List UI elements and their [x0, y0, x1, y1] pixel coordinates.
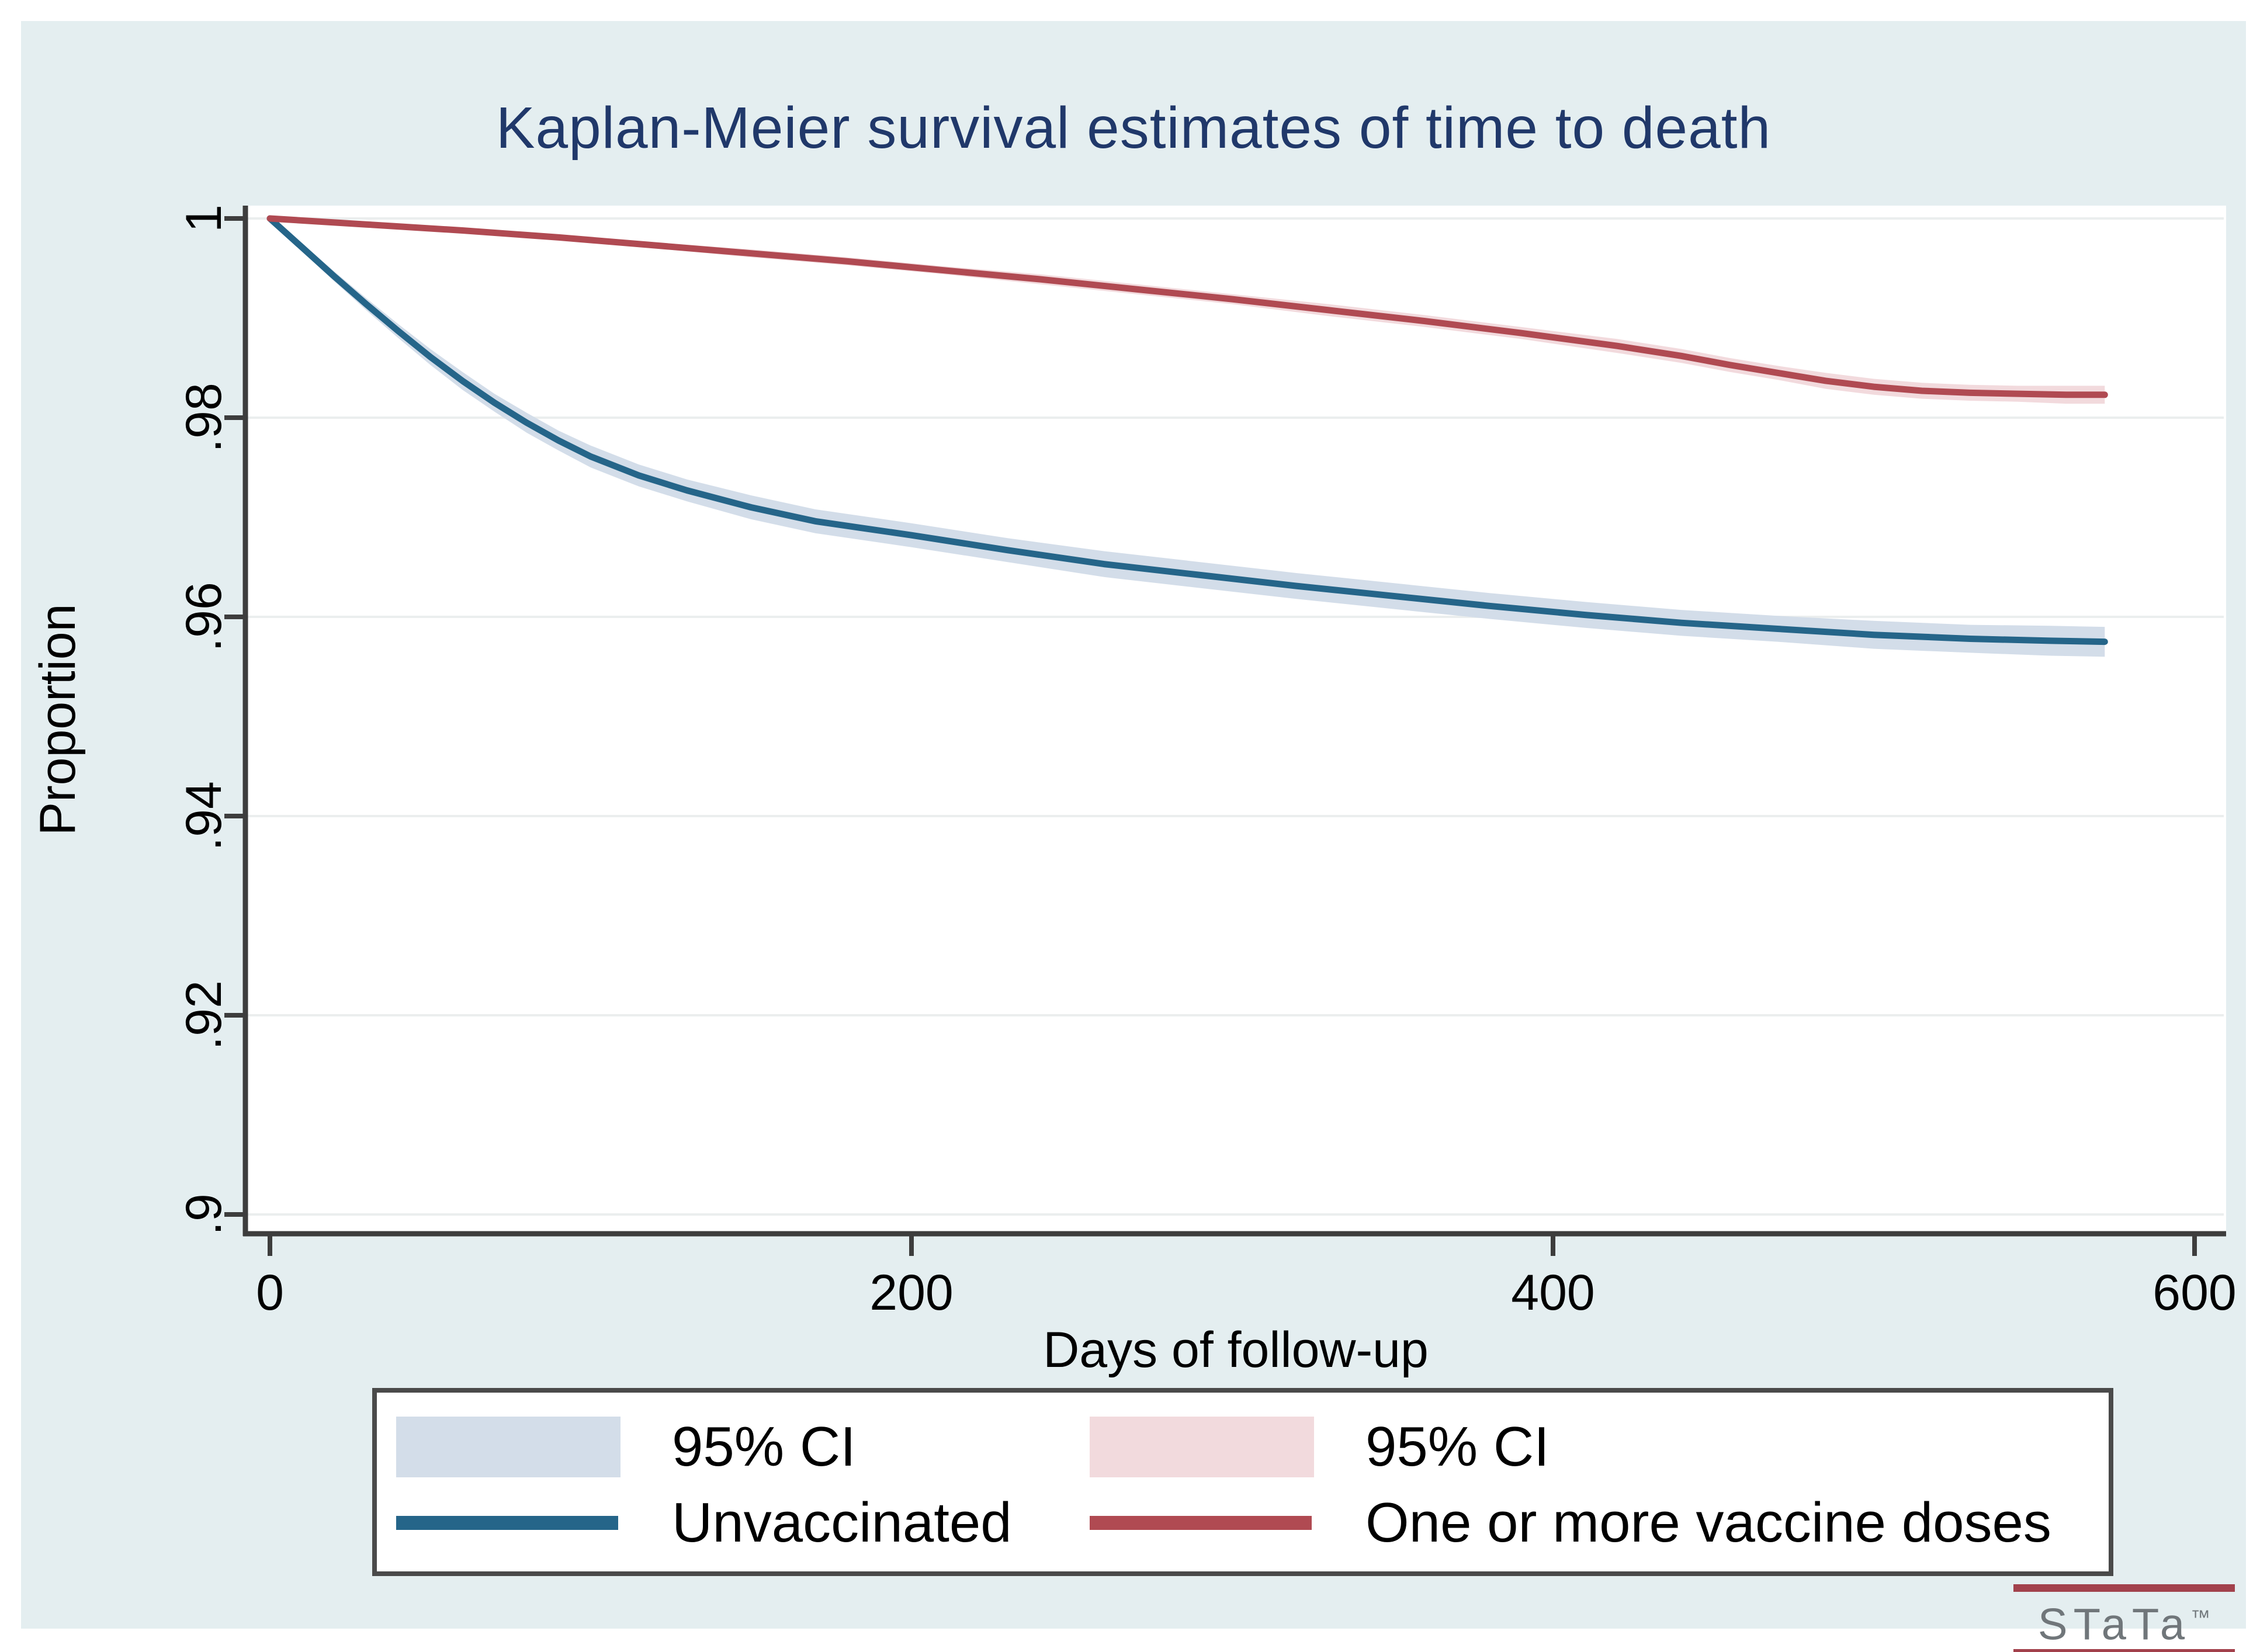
- x-tick-label: 200: [869, 1265, 954, 1321]
- trademark-symbol: ™: [2190, 1606, 2211, 1629]
- y-tick-label: .96: [176, 582, 232, 652]
- y-axis-title: Proportion: [30, 604, 86, 836]
- legend-label: Unvaccinated: [672, 1491, 1012, 1554]
- y-tick-label: .9: [176, 1193, 232, 1235]
- chart-title: Kaplan-Meier survival estimates of time …: [495, 95, 1772, 161]
- legend-entry-unvaccinated: Unvaccinated: [396, 1488, 1012, 1558]
- gridlines: [248, 217, 2224, 1216]
- x-tick-label: 400: [1511, 1265, 1595, 1321]
- y-tick-label: .94: [176, 781, 232, 851]
- x-tick-label: 0: [256, 1265, 284, 1321]
- legend-entry-vaccinated: One or more vaccine doses: [1090, 1488, 2051, 1558]
- ci-swatch-vaccinated: [1090, 1417, 1314, 1477]
- tick-labels: 1 .98 .96 .94 .92 .9 0 200 400 600: [176, 204, 2237, 1321]
- y-tick-label: .92: [176, 980, 232, 1050]
- ci-bands: [270, 216, 2105, 657]
- line-swatch-unvaccinated: [396, 1516, 618, 1530]
- stata-logo: STaTa™: [2013, 1584, 2235, 1652]
- legend-label: 95% CI: [672, 1415, 856, 1478]
- tick-marks: [224, 216, 2197, 1256]
- axes: [242, 206, 2226, 1237]
- legend-label: 95% CI: [1365, 1415, 1550, 1478]
- y-tick-label: 1: [176, 204, 232, 232]
- x-axis-title: Days of follow-up: [1043, 1322, 1429, 1378]
- ci-swatch-unvaccinated: [396, 1417, 621, 1477]
- stata-logo-text: STaTa™: [2037, 1599, 2211, 1650]
- legend-label: One or more vaccine doses: [1365, 1491, 2051, 1554]
- survival-curves: [266, 215, 2108, 645]
- legend-entry-ci-unvaccinated: 95% CI: [396, 1412, 856, 1482]
- stata-logo-top-bar: [2013, 1584, 2235, 1592]
- legend: 95% CI 95% CI Unvaccinated One or more v…: [372, 1388, 2113, 1576]
- stata-logo-bottom-bar: [2013, 1649, 2235, 1652]
- y-tick-label: .98: [176, 383, 232, 453]
- plot-area: [245, 206, 2226, 1234]
- legend-entry-ci-vaccinated: 95% CI: [1090, 1412, 1550, 1482]
- x-tick-label: 600: [2152, 1265, 2237, 1321]
- line-swatch-vaccinated: [1090, 1516, 1312, 1530]
